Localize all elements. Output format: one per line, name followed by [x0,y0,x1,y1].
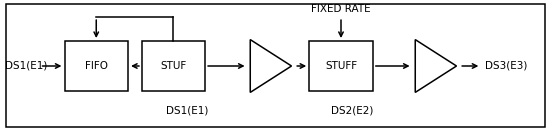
Text: STUFF: STUFF [325,61,357,71]
Text: DS2(E2): DS2(E2) [331,106,373,116]
Text: DS1(E1): DS1(E1) [5,61,48,71]
Text: DS3(E3): DS3(E3) [485,61,527,71]
Polygon shape [415,40,456,92]
Text: FIXED RATE: FIXED RATE [311,4,371,14]
Text: DS1(E1): DS1(E1) [166,106,208,116]
Text: FIFO: FIFO [85,61,108,71]
Polygon shape [250,40,292,92]
Bar [65,41,128,91]
Bar [142,41,205,91]
Text: STUF: STUF [160,61,186,71]
Bar [309,41,373,91]
